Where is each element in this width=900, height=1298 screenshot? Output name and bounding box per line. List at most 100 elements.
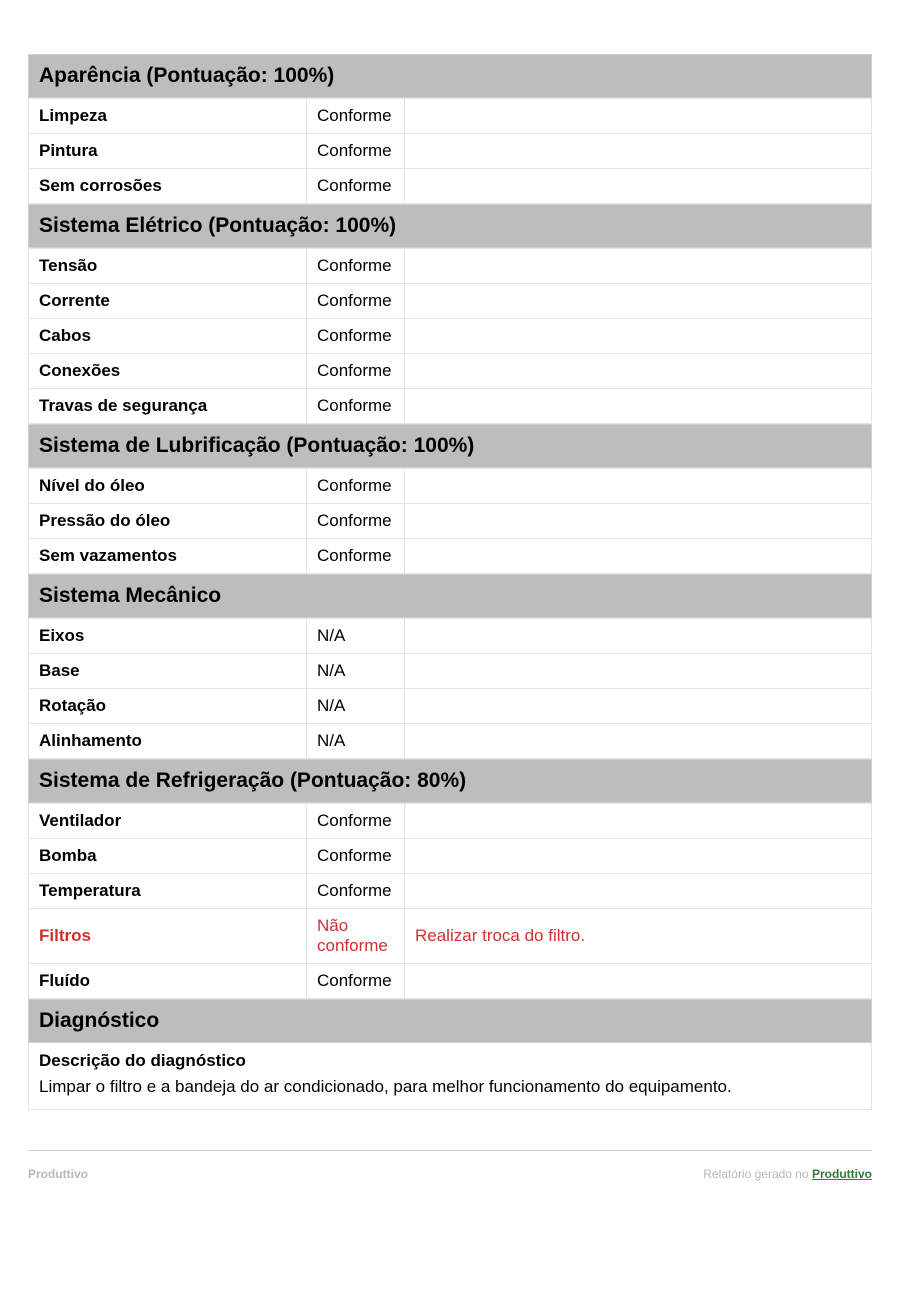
row-note xyxy=(405,134,872,169)
section-header: Sistema Elétrico (Pontuação: 100%) xyxy=(28,204,872,248)
row-status: N/A xyxy=(307,724,405,759)
row-note xyxy=(405,539,872,574)
row-label: Pressão do óleo xyxy=(29,504,307,539)
diagnostic-text: Limpar o filtro e a bandeja do ar condic… xyxy=(39,1076,861,1099)
row-label: Rotação xyxy=(29,689,307,724)
table-row: CorrenteConforme xyxy=(29,284,872,319)
section: Sistema de Lubrificação (Pontuação: 100%… xyxy=(28,424,872,574)
section: Sistema de Refrigeração (Pontuação: 80%)… xyxy=(28,759,872,999)
table-row: VentiladorConforme xyxy=(29,804,872,839)
row-label: Temperatura xyxy=(29,874,307,909)
section-header: Aparência (Pontuação: 100%) xyxy=(28,54,872,98)
row-status: Conforme xyxy=(307,169,405,204)
section-header: Sistema Mecânico xyxy=(28,574,872,618)
row-label: Travas de segurança xyxy=(29,389,307,424)
section-header-diagnostic: Diagnóstico xyxy=(28,999,872,1043)
row-status: Conforme xyxy=(307,964,405,999)
table-row: FiltrosNão conformeRealizar troca do fil… xyxy=(29,909,872,964)
row-note xyxy=(405,804,872,839)
row-note xyxy=(405,504,872,539)
row-label: Tensão xyxy=(29,249,307,284)
row-status: Conforme xyxy=(307,354,405,389)
row-status: N/A xyxy=(307,689,405,724)
row-label: Fluído xyxy=(29,964,307,999)
table-row: Sem vazamentosConforme xyxy=(29,539,872,574)
sections-container: Aparência (Pontuação: 100%)LimpezaConfor… xyxy=(28,54,872,999)
table-row: EixosN/A xyxy=(29,619,872,654)
table-row: TensãoConforme xyxy=(29,249,872,284)
table-row: Travas de segurançaConforme xyxy=(29,389,872,424)
row-note xyxy=(405,619,872,654)
page-footer: Produttivo Relatório gerado no Produttiv… xyxy=(28,1167,872,1181)
row-note xyxy=(405,964,872,999)
table-row: BombaConforme xyxy=(29,839,872,874)
row-note xyxy=(405,469,872,504)
section-header: Sistema de Refrigeração (Pontuação: 80%) xyxy=(28,759,872,803)
diagnostic-block: Descrição do diagnóstico Limpar o filtro… xyxy=(28,1043,872,1110)
section-table: Nível do óleoConformePressão do óleoConf… xyxy=(28,468,872,574)
row-status: Conforme xyxy=(307,804,405,839)
row-status: Conforme xyxy=(307,389,405,424)
table-row: CabosConforme xyxy=(29,319,872,354)
row-label: Pintura xyxy=(29,134,307,169)
row-note: Realizar troca do filtro. xyxy=(405,909,872,964)
row-label: Cabos xyxy=(29,319,307,354)
row-status: Conforme xyxy=(307,319,405,354)
row-label: Filtros xyxy=(29,909,307,964)
section-table: TensãoConformeCorrenteConformeCabosConfo… xyxy=(28,248,872,424)
row-note xyxy=(405,169,872,204)
section: Aparência (Pontuação: 100%)LimpezaConfor… xyxy=(28,54,872,204)
footer-separator xyxy=(28,1150,872,1151)
section-table: LimpezaConformePinturaConformeSem corros… xyxy=(28,98,872,204)
table-row: ConexõesConforme xyxy=(29,354,872,389)
section-table: VentiladorConformeBombaConformeTemperatu… xyxy=(28,803,872,999)
row-status: Conforme xyxy=(307,99,405,134)
section-diagnostic: Diagnóstico Descrição do diagnóstico Lim… xyxy=(28,999,872,1110)
row-label: Eixos xyxy=(29,619,307,654)
row-note xyxy=(405,689,872,724)
table-row: FluídoConforme xyxy=(29,964,872,999)
row-note xyxy=(405,839,872,874)
row-status: Conforme xyxy=(307,839,405,874)
row-note xyxy=(405,284,872,319)
row-label: Ventilador xyxy=(29,804,307,839)
table-row: LimpezaConforme xyxy=(29,99,872,134)
row-label: Sem vazamentos xyxy=(29,539,307,574)
footer-brand: Produttivo xyxy=(28,1167,88,1181)
section: Sistema MecânicoEixosN/ABaseN/ARotaçãoN/… xyxy=(28,574,872,759)
row-note xyxy=(405,874,872,909)
section-table: EixosN/ABaseN/ARotaçãoN/AAlinhamentoN/A xyxy=(28,618,872,759)
row-note xyxy=(405,389,872,424)
row-label: Sem corrosões xyxy=(29,169,307,204)
row-label: Alinhamento xyxy=(29,724,307,759)
row-label: Nível do óleo xyxy=(29,469,307,504)
row-note xyxy=(405,354,872,389)
row-label: Corrente xyxy=(29,284,307,319)
table-row: RotaçãoN/A xyxy=(29,689,872,724)
row-label: Conexões xyxy=(29,354,307,389)
row-status: Conforme xyxy=(307,284,405,319)
table-row: AlinhamentoN/A xyxy=(29,724,872,759)
row-label: Base xyxy=(29,654,307,689)
row-status: Conforme xyxy=(307,504,405,539)
row-status: Conforme xyxy=(307,134,405,169)
section-header: Sistema de Lubrificação (Pontuação: 100%… xyxy=(28,424,872,468)
table-row: Nível do óleoConforme xyxy=(29,469,872,504)
row-note xyxy=(405,319,872,354)
row-note xyxy=(405,724,872,759)
row-status: Conforme xyxy=(307,469,405,504)
row-label: Bomba xyxy=(29,839,307,874)
table-row: Sem corrosõesConforme xyxy=(29,169,872,204)
row-note xyxy=(405,654,872,689)
diagnostic-title: Descrição do diagnóstico xyxy=(39,1051,861,1071)
footer-link[interactable]: Produttivo xyxy=(812,1167,872,1181)
row-status: Conforme xyxy=(307,539,405,574)
section: Sistema Elétrico (Pontuação: 100%)Tensão… xyxy=(28,204,872,424)
table-row: BaseN/A xyxy=(29,654,872,689)
table-row: PinturaConforme xyxy=(29,134,872,169)
row-note xyxy=(405,99,872,134)
row-status: N/A xyxy=(307,619,405,654)
footer-generated-prefix: Relatório gerado no xyxy=(703,1167,812,1181)
footer-generated: Relatório gerado no Produttivo xyxy=(703,1167,872,1181)
row-status: Conforme xyxy=(307,874,405,909)
